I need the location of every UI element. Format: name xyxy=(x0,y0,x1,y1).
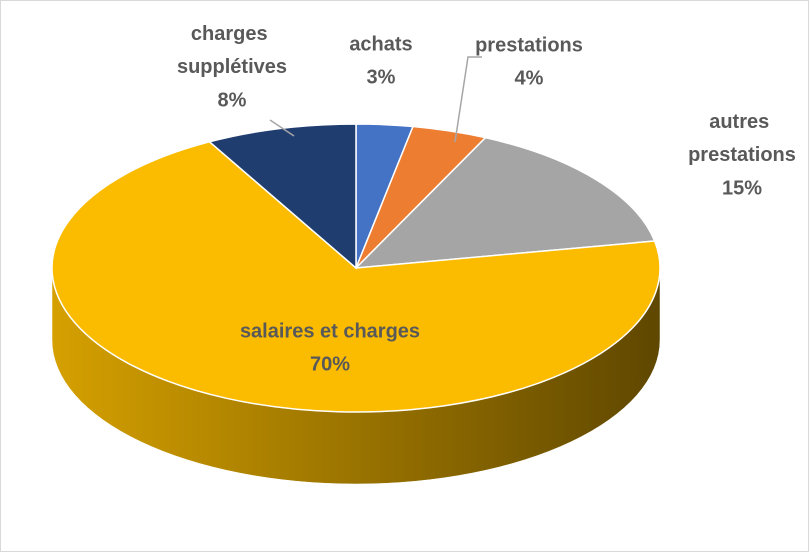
value-label: 8% xyxy=(218,89,247,111)
leader-line xyxy=(269,119,295,137)
leader-line xyxy=(454,56,482,143)
slice-label: autres prestations xyxy=(688,111,796,166)
slice-label: achats xyxy=(349,33,412,55)
value-label: 15% xyxy=(722,177,762,199)
slice xyxy=(207,123,357,270)
slice xyxy=(51,140,661,413)
slice-label: salaires et charges xyxy=(240,320,420,342)
value-label: 4% xyxy=(515,67,544,89)
value-label: 3% xyxy=(367,66,396,88)
value-label: 70% xyxy=(310,353,350,375)
slice xyxy=(354,136,656,269)
slice-label: prestations xyxy=(475,34,583,56)
slice-label: charges supplétives xyxy=(177,23,287,78)
